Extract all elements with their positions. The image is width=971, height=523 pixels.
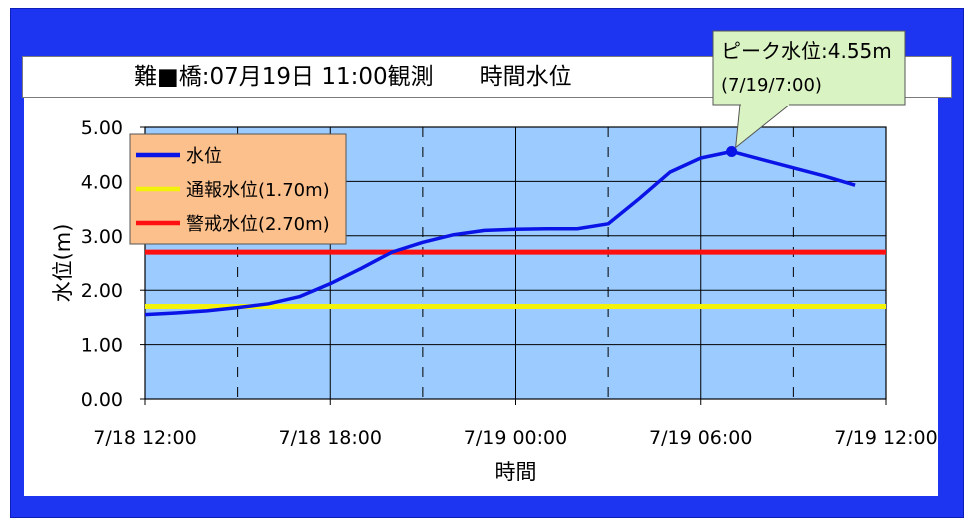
y-tick-label: 1.00 — [81, 335, 123, 357]
x-tick-label: 7/18 18:00 — [279, 427, 382, 449]
axes: 0.00 1.00 2.00 3.00 4.00 5.00 7/18 12:00 7/18 1… — [51, 117, 938, 484]
y-tick-label: 4.00 — [81, 171, 123, 193]
peak-callout: ピーク水位:4.55m (7/19/7:00) — [712, 30, 906, 149]
x-tick-label: 7/19 06:00 — [649, 427, 752, 449]
x-tick-label: 7/19 12:00 — [834, 427, 937, 449]
peak-marker — [726, 145, 738, 157]
callout-box — [712, 30, 906, 106]
chart-title: 難■橋:07月19日 11:00観測 時間水位 — [134, 64, 572, 90]
y-tick-label: 2.00 — [81, 280, 123, 302]
x-axis-label: 時間 — [495, 460, 537, 484]
y-axis-label: 水位(m) — [51, 224, 75, 303]
callout-peak-value: ピーク水位:4.55m — [721, 39, 892, 63]
series — [144, 145, 886, 317]
y-tick-label: 0.00 — [81, 389, 123, 411]
y-tick-label: 5.00 — [81, 117, 123, 139]
legend-label: 警戒水位(2.70m) — [186, 214, 330, 235]
legend-label: 水位 — [186, 146, 222, 167]
x-tick-label: 7/19 00:00 — [464, 427, 567, 449]
callout-peak-time: (7/19/7:00) — [721, 75, 822, 96]
legend-label: 通報水位(1.70m) — [186, 180, 330, 201]
x-tick-label: 7/18 12:00 — [93, 427, 196, 449]
y-tick-label: 3.00 — [81, 226, 123, 248]
